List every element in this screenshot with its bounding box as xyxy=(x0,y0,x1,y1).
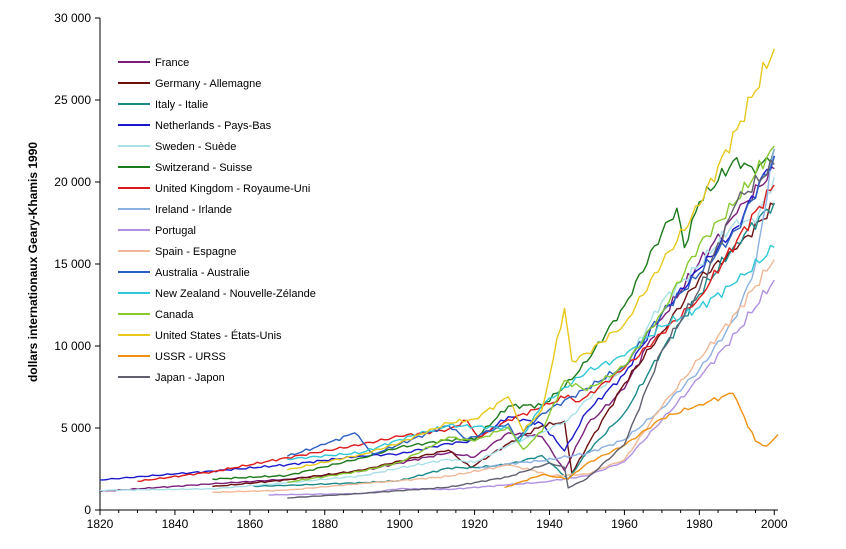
series-line xyxy=(268,279,775,496)
series-lines xyxy=(99,48,779,499)
series-line xyxy=(287,244,775,461)
x-tick-label: 1840 xyxy=(162,517,189,531)
x-tick-label: 1880 xyxy=(311,517,338,531)
y-tick-label: 25 000 xyxy=(54,93,91,107)
x-tick-label: 1980 xyxy=(686,517,713,531)
legend-label: Japan - Japon xyxy=(155,372,225,384)
legend-label: Ireland - Irlande xyxy=(155,204,232,216)
legend-label: United Kingdom - Royaume-Uni xyxy=(155,183,310,195)
axes: 0 5 000 10 000 15 000 20 000 25 000 30 000 1820… xyxy=(54,11,788,531)
y-tick-label: 30 000 xyxy=(54,11,91,25)
legend-label: France xyxy=(155,57,189,69)
y-tick-label: 0 xyxy=(84,503,91,517)
series-line xyxy=(504,392,779,489)
x-tick-label: 1960 xyxy=(611,517,638,531)
series-line xyxy=(287,48,775,471)
legend-label: Sweden - Suède xyxy=(155,141,236,153)
series-line xyxy=(212,202,775,488)
legend-label: Switzerand - Suisse xyxy=(155,162,252,174)
legend: France Germany - Allemagne Italy - Italie N… xyxy=(118,57,316,384)
legend-label: Spain - Espagne xyxy=(155,246,236,258)
legend-label: Portugal xyxy=(155,225,196,237)
series-line xyxy=(253,202,775,488)
series-line xyxy=(99,165,775,493)
y-tick-label: 20 000 xyxy=(54,175,91,189)
legend-label: Canada xyxy=(155,309,194,321)
legend-label: Italy - Italie xyxy=(155,99,208,111)
legend-label: United States - États-Unis xyxy=(155,329,282,342)
series-line xyxy=(287,159,775,499)
x-tick-label: 1920 xyxy=(461,517,488,531)
series-line xyxy=(212,259,775,494)
x-tick-label: 2000 xyxy=(761,517,788,531)
series-line xyxy=(212,148,775,481)
x-tick-label: 1820 xyxy=(87,517,114,531)
legend-label: Australia - Australie xyxy=(155,267,250,279)
y-tick-label: 15 000 xyxy=(54,257,91,271)
y-tick-label: 10 000 xyxy=(54,339,91,353)
legend-label: USSR - URSS xyxy=(155,351,226,363)
legend-label: Netherlands - Pays-Bas xyxy=(155,120,272,132)
series-line xyxy=(99,176,775,492)
series-line xyxy=(287,145,775,483)
x-tick-label: 1900 xyxy=(386,517,413,531)
series-line xyxy=(478,148,775,470)
x-tick-label: 1940 xyxy=(536,517,563,531)
y-tick-label: 5 000 xyxy=(61,421,91,435)
y-axis-label: dollars internationaux Geary-Khamis 1990 xyxy=(26,142,40,382)
legend-label: New Zealand - Nouvelle-Zélande xyxy=(155,288,316,300)
x-tick-label: 1860 xyxy=(236,517,263,531)
legend-label: Germany - Allemagne xyxy=(155,78,261,90)
